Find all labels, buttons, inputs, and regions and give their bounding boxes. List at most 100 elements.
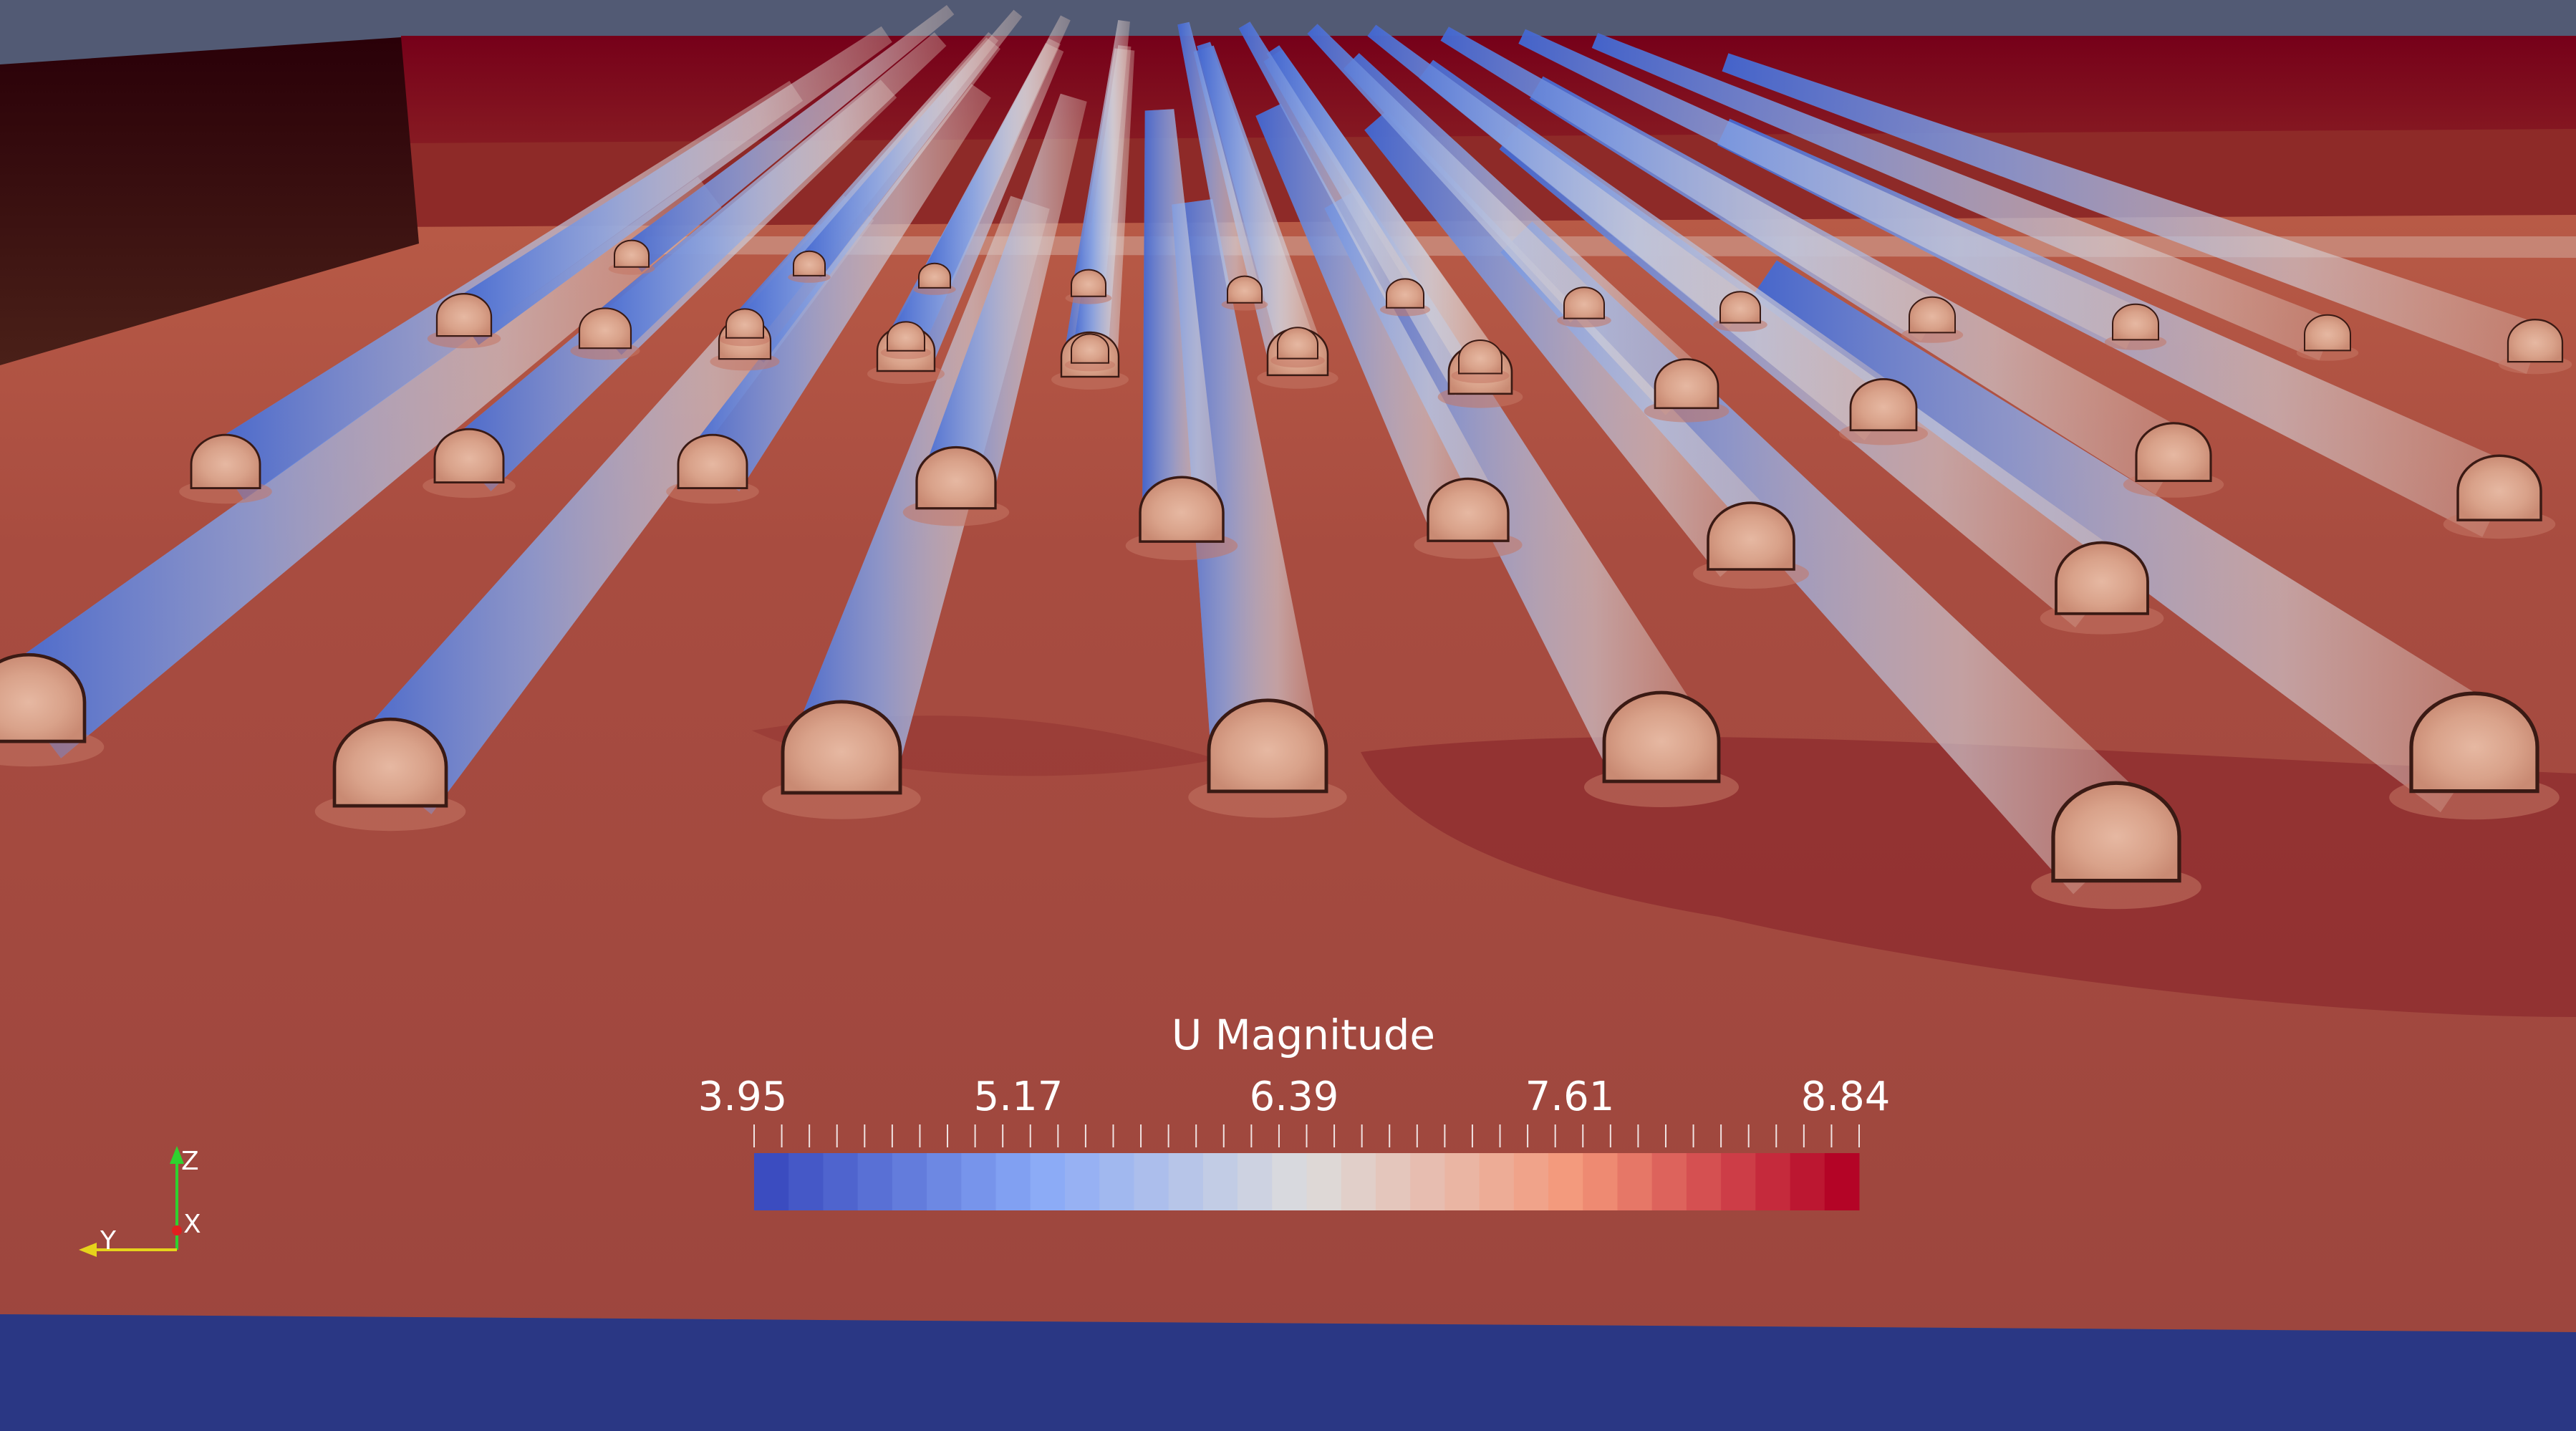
cylinders (0, 239, 2572, 910)
legend-color-step (1479, 1153, 1515, 1210)
orientation-axes (79, 1146, 184, 1257)
cylinder (1065, 269, 1112, 304)
cylinder-body (1602, 690, 1721, 784)
cylinder (2498, 319, 2572, 375)
cylinder-body (1427, 477, 1510, 542)
legend-color-step (1721, 1153, 1756, 1210)
cylinder (902, 445, 1010, 526)
legend-color-step (1548, 1153, 1583, 1210)
cylinder (427, 293, 501, 349)
cylinder-body (1071, 333, 1109, 364)
cylinder (608, 239, 655, 275)
wake-streak (1072, 20, 1130, 291)
cylinder (2443, 454, 2556, 539)
cylinder-body (1139, 476, 1225, 543)
cylinder (666, 433, 759, 504)
legend-color-step (788, 1153, 824, 1210)
legend-tick-label: 7.61 (1525, 1074, 1615, 1120)
y-axis-arrowhead (79, 1243, 97, 1257)
wake-streak (797, 9, 1023, 279)
cylinder (1557, 286, 1611, 328)
cylinder (1064, 333, 1116, 372)
cylinder (1901, 296, 1964, 343)
legend-color-step (1686, 1153, 1722, 1210)
cylinder-body (1207, 698, 1328, 794)
legend-color-step (1617, 1153, 1653, 1210)
legend-color-step (1064, 1153, 1100, 1210)
cylinder-body (578, 307, 632, 350)
wake-streak (449, 26, 892, 345)
cylinder-body (915, 445, 997, 510)
wake-streak (1364, 110, 1782, 577)
cylinder (179, 433, 272, 504)
cylinder-body (781, 700, 902, 795)
cylinder (1221, 275, 1268, 311)
axis-label-y: Y (100, 1226, 116, 1256)
axis-label-x: X (183, 1210, 201, 1239)
cylinder (2040, 541, 2164, 635)
legend-color-step (1202, 1153, 1238, 1210)
wake-streak (1518, 29, 2146, 350)
legend-color-step (823, 1153, 859, 1210)
cylinder (2031, 781, 2201, 910)
legend-color-step (1030, 1153, 1066, 1210)
cylinder (1379, 278, 1431, 317)
legend-color-step (1272, 1153, 1307, 1210)
cylinder-body (332, 717, 448, 808)
cylinder-body (2304, 314, 2351, 352)
cylinder-body (2055, 541, 2149, 615)
legend-tick-label: 6.39 (1249, 1074, 1339, 1120)
cylinder (913, 262, 956, 295)
cylinder-body (433, 428, 505, 484)
cylinder-body (190, 433, 261, 490)
cylinder (1644, 358, 1730, 423)
legend-color-step (1755, 1153, 1791, 1210)
legend-color-step (927, 1153, 962, 1210)
cylinder-body (1707, 501, 1795, 571)
legend-color-step (1651, 1153, 1687, 1210)
cylinder-body (2507, 319, 2564, 363)
legend-color-step (1444, 1153, 1480, 1210)
legend-color-step (754, 1153, 789, 1210)
legend-color-step (1341, 1153, 1376, 1210)
wake-streak (1307, 24, 1598, 323)
wake-streak (1238, 21, 1421, 309)
cylinder (314, 717, 466, 832)
cylinder-body (887, 321, 925, 352)
legend-tick-label: 3.95 (698, 1074, 788, 1120)
side-wall (0, 37, 419, 365)
legend-color-step (1238, 1153, 1273, 1210)
cylinder (1838, 378, 1929, 445)
cylinder-body (2456, 454, 2542, 521)
cylinder (1584, 690, 1739, 807)
cylinder-body (793, 250, 826, 276)
wake-streak (1266, 45, 1497, 375)
legend-color-step (1790, 1153, 1825, 1210)
legend-color-step (1375, 1153, 1411, 1210)
wake-streak (0, 176, 722, 758)
cylinder-body (1386, 278, 1424, 309)
cylinder-body (1654, 358, 1719, 410)
wake-streak (1367, 24, 1752, 329)
cylinder (2296, 314, 2359, 361)
legend-color-step (857, 1153, 893, 1210)
wake-streak (1324, 188, 1709, 783)
cylinder (1270, 327, 1325, 368)
wake-streak (685, 84, 991, 492)
wake-streak (920, 93, 1087, 501)
cylinder (1188, 698, 1347, 818)
wake-streak (1197, 42, 1316, 355)
cylinder-body (1071, 269, 1106, 297)
legend-title: U Magnitude (1171, 1011, 1436, 1059)
x-axis-dot (172, 1225, 182, 1235)
legend-color-step (1306, 1153, 1342, 1210)
cylinder-body (1563, 286, 1605, 319)
legend-color-step (1168, 1153, 1204, 1210)
wake-streak (1591, 33, 2336, 361)
cylinder-body (1909, 296, 1956, 334)
cylinder-body (1849, 378, 1918, 432)
wake-streaks (0, 4, 2544, 895)
cylinder-body (2135, 422, 2212, 482)
cylinder-body (2409, 691, 2539, 794)
